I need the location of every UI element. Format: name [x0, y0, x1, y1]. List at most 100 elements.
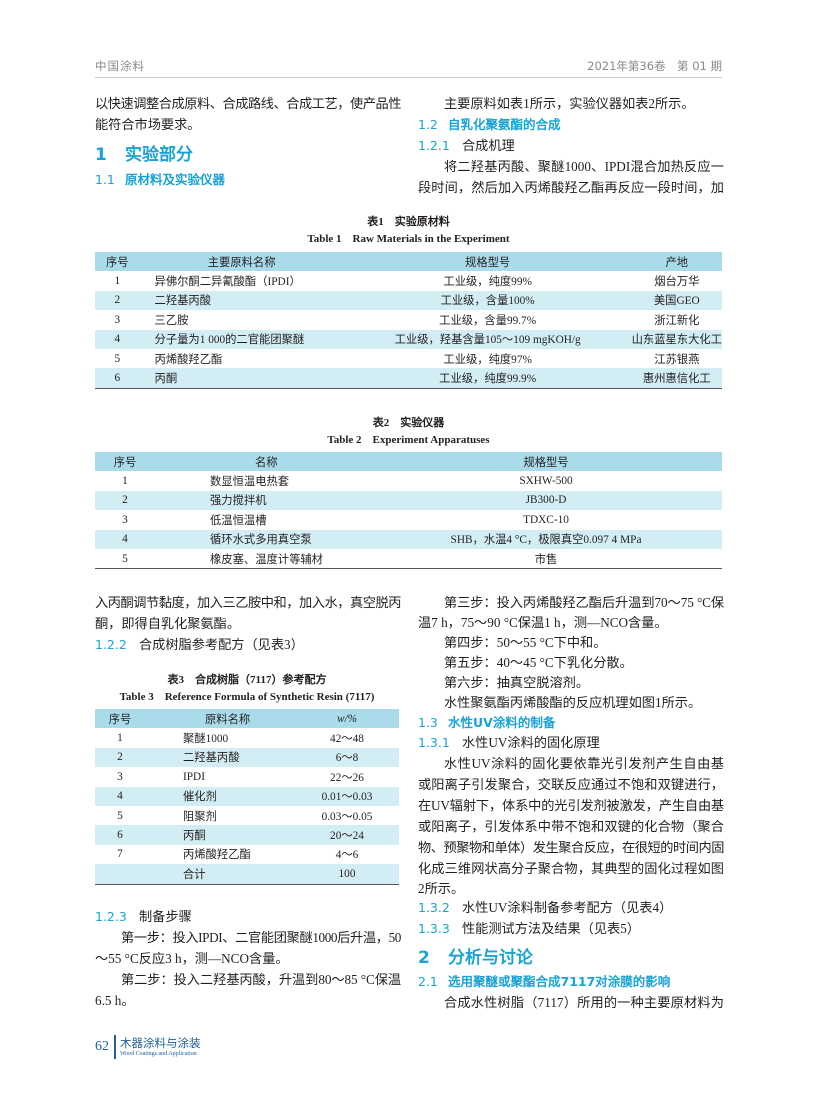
table2-caption: 表2 实验仪器 Table 2 Experiment Apparatuses: [95, 415, 722, 449]
paragraph-line: 第三步：投入丙烯酸羟乙酯后升温到70～75 °C保: [444, 595, 724, 610]
right-column-top: 主要原料如表1所示，实验仪器如表2所示。 1.2 自乳化聚氨酯的合成 1.2.1 合…: [418, 93, 724, 198]
spacer-cell: [155, 452, 210, 471]
paragraph-line: 酮，即得自乳化聚氨酯。: [95, 616, 241, 631]
table-row: 2 二羟基丙酸 工业级，含量100% 美国GEO: [95, 290, 722, 311]
paragraph-line: 段时间，然后加入丙烯酸羟乙酯再反应一段时间，加: [418, 180, 724, 195]
table-cell: 山东蓝星东大化工: [631, 334, 722, 347]
table1-title-cn: 表1 实验原材料: [367, 216, 450, 228]
paragraph-line: 第四步：50～55 °C下中和。: [444, 635, 607, 650]
table-cell: 工业级，纯度97%: [443, 353, 532, 366]
table-cell: 工业级，纯度99.9%: [439, 373, 537, 386]
column-header: 序号: [113, 456, 137, 469]
table-cell: 市售: [534, 553, 558, 566]
table-header-row: 序号 主要原料名称 规格型号 产地: [95, 252, 722, 272]
journal-logo: 木器涂料与涂装 Wood Coatings and Application: [120, 1036, 201, 1058]
table-cell: TDXC-10: [523, 513, 569, 526]
table-cell: 1: [114, 275, 121, 288]
table-cell: 6～8: [335, 752, 359, 765]
table-row: 3 低温恒温槽 TDXC-10: [95, 510, 722, 529]
table-cell: 3: [122, 513, 128, 526]
table-row: 7 丙烯酸羟乙酯 4～6: [95, 845, 399, 864]
section-heading-2: 2 分析与讨论: [418, 948, 533, 968]
table2-title-en: Table 2 Experiment Apparatuses: [327, 434, 490, 446]
footer-divider: [114, 1035, 116, 1059]
table-header-row: 序号 原料名称 w/%: [95, 709, 399, 729]
paragraph-line: 或阳离子引发聚合，交联反应通过不饱和双键进行，: [418, 777, 724, 792]
paragraph-line: 主要原料如表1所示，实验仪器如表2所示。: [444, 96, 695, 111]
table3: 序号 原料名称 w/% 1 聚醚1000 42～48 2 二羟基丙酸 6～8 3 IPDI 22…: [95, 709, 399, 885]
table-cell: 4: [114, 333, 121, 346]
table-row: 5 阻聚剂 0.03～0.05: [95, 806, 399, 825]
section-heading-1-3-2: 1.3.2 水性UV涂料制备参考配方（见表4）: [418, 900, 673, 915]
table-cell: 工业级，含量100%: [440, 295, 535, 308]
journal-name-en: Wood Coatings and Application: [120, 1050, 197, 1057]
table-cell: 4: [117, 790, 123, 803]
page-footer: 62 木器涂料与涂装 Wood Coatings and Application: [95, 1035, 201, 1059]
column-header: 序号: [108, 713, 132, 726]
table-cell: 1: [117, 732, 123, 745]
section-heading-1-2: 1.2 自乳化聚氨酯的合成: [418, 117, 561, 132]
left-column-bottom: 入丙酮调节黏度，加入三乙胺中和，加入水，真空脱丙 酮，即得自乳化聚氨酯。 1.2…: [95, 592, 402, 655]
table2: 序号 名称 规格型号 1 数显恒温电热套 SXHW-500 2 强力搅拌机 JB300-D…: [95, 452, 722, 570]
column-header: 规格型号: [465, 256, 511, 269]
table-cell: 烟台万华: [654, 276, 700, 289]
table-cell: SXHW-500: [519, 475, 573, 488]
spacer-cell: [145, 709, 183, 728]
table-cell: 工业级，羟基含量105～109 mgKOH/g: [394, 334, 581, 347]
spacer-cell: [145, 806, 183, 825]
spacer-cell: [145, 845, 183, 864]
section-heading-1-2-2: 1.2.2 合成树脂参考配方（见表3）: [95, 637, 304, 652]
table-cell: 阻聚剂: [183, 810, 217, 823]
spacer-cell: [155, 510, 210, 529]
table-row: 3 三乙胺 工业级，含量99.7% 浙江新化: [95, 310, 722, 329]
table-cell: 4: [122, 533, 128, 546]
left-column-steps: 1.2.3 制备步骤 第一步：投入IPDI、二官能团聚醚1000后升温，50 ～5…: [95, 906, 401, 1011]
paragraph-line: 合成水性树脂（7117）所用的一种主要原材料为: [444, 995, 724, 1010]
table-cell: 工业级，含量99.7%: [439, 314, 537, 327]
paragraph-line: 或阳离子，引发体系中带不饱和双键的化合物（聚合: [418, 819, 724, 834]
table-row: 6 丙酮 20～24: [95, 825, 399, 845]
page-number: 62: [95, 1039, 109, 1054]
paragraph-line: 6.5 h。: [95, 993, 135, 1008]
table-cell: 异佛尔酮二异氰酸酯（IPDI）: [154, 276, 301, 289]
table1: 序号 主要原料名称 规格型号 产地 1 异佛尔酮二异氰酸酯（IPDI） 工业级，纯度…: [95, 252, 722, 389]
paragraph-line: ～55 °C反应3 h，测—NCO含量。: [95, 951, 289, 966]
left-column-top: 以快速调整合成原料、合成路线、合成工艺，使产品性 能符合市场要求。 1 实验部分 …: [95, 93, 402, 190]
table-row: 合计 100: [95, 864, 399, 885]
table-cell: 5: [114, 352, 121, 365]
spacer-cell: [145, 825, 183, 844]
column-header: 规格型号: [523, 456, 569, 469]
table-cell: JB300-D: [525, 494, 567, 507]
right-column-bottom: 第三步：投入丙烯酸羟乙酯后升温到70～75 °C保 温7 h，75～90 °C保…: [418, 592, 725, 1013]
spacer-cell: [145, 728, 183, 747]
spacer-cell: [145, 787, 183, 806]
table1-caption: 表1 实验原材料 Table 1 Raw Materials in the Ex…: [95, 214, 722, 248]
section-heading-1-3: 1.3 水性UV涂料的制备: [418, 715, 556, 730]
table-cell: 6: [117, 829, 123, 842]
paragraph-line: 物、预聚物和单体）发生聚合反应，在很短的时间内固: [418, 840, 725, 855]
column-header: 名称: [255, 456, 278, 469]
table-cell: 5: [122, 552, 128, 565]
column-header: 原料名称: [205, 713, 251, 726]
table-cell: 聚醚1000: [183, 733, 229, 746]
spacer-cell: [145, 864, 183, 884]
spacer-cell: [155, 491, 210, 510]
table-cell: 22～26: [330, 771, 364, 784]
table-cell: 合计: [183, 868, 206, 881]
table-cell: 橡皮塞、温度计等辅材: [210, 553, 323, 566]
paragraph-line: 以快速调整合成原料、合成路线、合成工艺，使产品性: [95, 96, 402, 111]
table-row: 1 聚醚1000 42～48: [95, 728, 399, 747]
table-cell: 丙酮: [154, 373, 178, 386]
spacer-cell: [155, 549, 210, 569]
table-cell: 20～24: [330, 830, 364, 843]
table-cell: 4～6: [335, 849, 359, 862]
paragraph-line: 将二羟基丙酸、聚醚1000、IPDI混合加热反应一: [444, 159, 724, 174]
spacer-cell: [145, 767, 183, 786]
table-row: 1 异佛尔酮二异氰酸酯（IPDI） 工业级，纯度99% 烟台万华: [95, 271, 722, 290]
paragraph-line: 第一步：投入IPDI、二官能团聚醚1000后升温，50: [121, 930, 401, 945]
table-cell: [95, 864, 145, 884]
paragraph-line: 入丙酮调节黏度，加入三乙胺中和，加入水，真空脱丙: [95, 595, 402, 610]
section-heading-1-2-1: 1.2.1 合成机理: [418, 138, 515, 153]
table-cell: 美国GEO: [653, 295, 700, 308]
